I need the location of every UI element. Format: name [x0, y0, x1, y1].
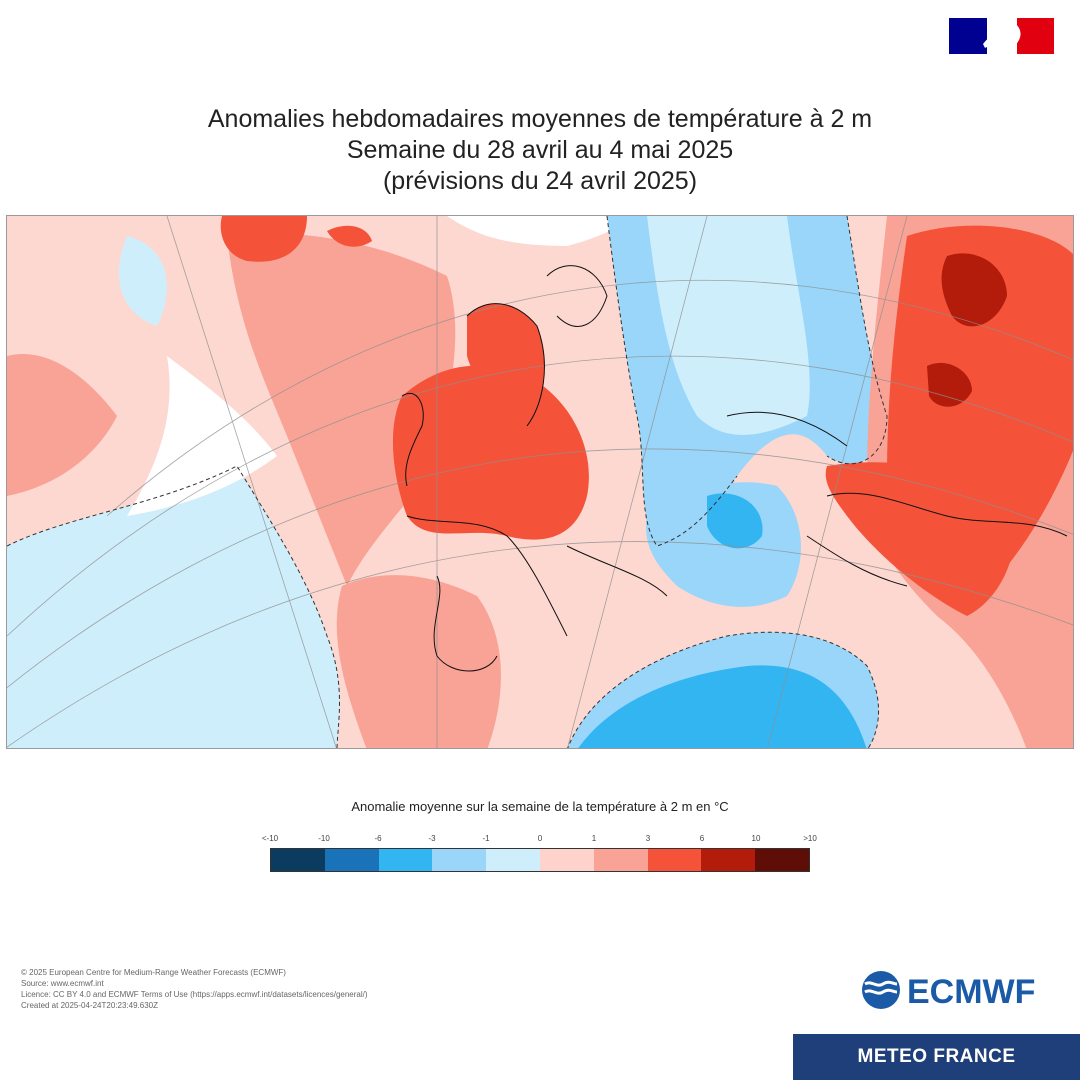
legend-tick: 1 [591, 834, 597, 843]
legend-tick: -1 [482, 834, 490, 843]
legend-tick: >10 [803, 834, 817, 843]
legend-swatch [647, 849, 702, 871]
temperature-anomaly-map [6, 215, 1074, 749]
legend-swatch [378, 849, 433, 871]
legend-tick: <-10 [261, 834, 279, 843]
coastlines [401, 265, 1068, 672]
credits-line: © 2025 European Centre for Medium-Range … [21, 968, 286, 977]
map-title: Anomalies hebdomadaires moyennes de temp… [0, 104, 1080, 197]
title-line-1: Anomalies hebdomadaires moyennes de temp… [207, 105, 873, 133]
greenland-sea-cool [118, 236, 167, 326]
legend-swatch [271, 849, 325, 871]
libya-cool-core [578, 665, 867, 748]
legend-tick: -10 [318, 834, 330, 843]
legend-swatch [701, 849, 756, 871]
russia-hot-core [941, 253, 1007, 327]
atlantic-cool-zone [7, 466, 340, 748]
nw-europe-warm-core [392, 365, 589, 540]
legend-swatch [432, 849, 487, 871]
legend-swatch [486, 849, 540, 871]
legend-colorbar [270, 848, 810, 872]
ecmwf-logo: ECMWF [862, 971, 1035, 1010]
greenland-coast-warm [220, 216, 307, 262]
ecmwf-logo-text: ECMWF [907, 973, 1035, 1010]
legend-ticks: <-10 -10 -6 -3 -1 0 1 3 6 10 >10 [262, 834, 817, 846]
legend-swatch [539, 849, 594, 871]
legend-tick: 10 [751, 834, 761, 843]
zero-anomaly-contour [7, 216, 888, 748]
legend-title: Anomalie moyenne sur la semaine de la te… [351, 799, 729, 814]
urals-hot-core [927, 362, 972, 407]
scandinavia-warm [467, 303, 545, 426]
legend-swatch [755, 849, 809, 871]
republique-francaise-flag-icon [949, 18, 1054, 54]
mid-atlantic-white [127, 356, 277, 516]
title-line-2: Semaine du 28 avril au 4 mai 2025 [346, 136, 734, 164]
meteo-france-label: METEO FRANCE [857, 1046, 1016, 1067]
arctic-white-band [447, 216, 637, 246]
iberia-warm [336, 575, 501, 748]
graticule [7, 216, 1073, 748]
map-canvas [7, 216, 1073, 748]
iceland-warm [327, 225, 372, 247]
north-atlantic-warm [227, 233, 456, 586]
legend-swatch [593, 849, 648, 871]
legend-swatch [324, 849, 379, 871]
credits-line: Created at 2025-04-24T20:23:49.630Z [21, 1001, 158, 1010]
legend-tick: 6 [699, 834, 705, 843]
meteo-france-banner: METEO FRANCE [793, 1034, 1080, 1080]
aegean-cool-core [707, 493, 763, 549]
legend-tick: 3 [645, 834, 651, 843]
middle-east-warm [825, 462, 1015, 616]
title-line-3: (prévisions du 24 avril 2025) [382, 167, 698, 195]
credits-line: Licence: CC BY 4.0 and ECMWF Terms of Us… [21, 990, 368, 999]
legend-tick: 0 [537, 834, 543, 843]
russia-light-cool [647, 216, 810, 435]
west-atlantic-warm [7, 354, 117, 496]
credits-block: © 2025 European Centre for Medium-Range … [21, 967, 368, 1011]
legend-tick: -3 [428, 834, 436, 843]
credits-line: Source: www.ecmwf.int [21, 979, 104, 988]
legend-tick: -6 [374, 834, 382, 843]
